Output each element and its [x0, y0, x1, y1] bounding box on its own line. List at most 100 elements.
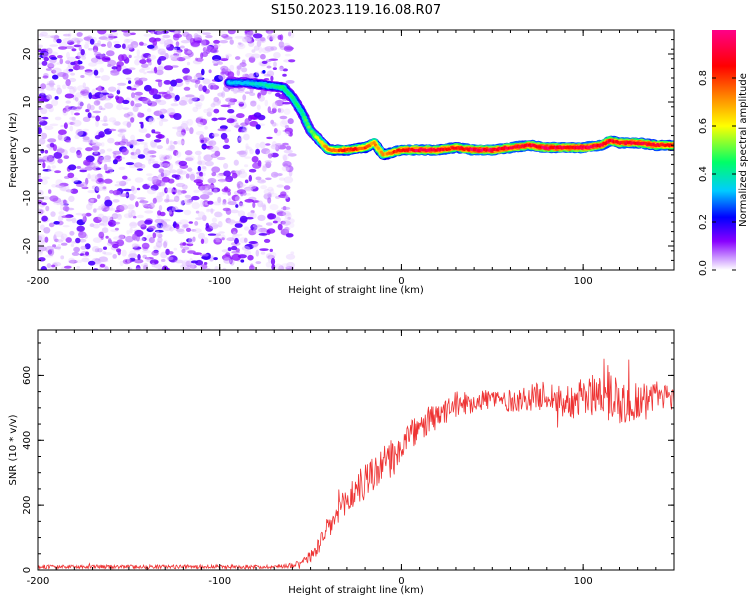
noise-blob — [101, 227, 109, 234]
noise-blob — [101, 219, 109, 226]
noise-blob — [143, 53, 151, 58]
noise-blob — [51, 87, 56, 91]
noise-blob — [62, 37, 72, 43]
noise-blob — [145, 115, 154, 122]
noise-blob — [282, 154, 289, 161]
noise-blob — [262, 70, 266, 74]
noise-blob — [123, 113, 131, 118]
noise-blob — [80, 75, 85, 78]
noise-blob — [91, 179, 97, 182]
noise-blob — [207, 200, 214, 205]
noise-blob — [199, 134, 205, 142]
noise-blob — [141, 237, 147, 242]
y-tick-label: 400 — [22, 431, 33, 450]
noise-blob — [131, 185, 135, 192]
noise-blob — [290, 251, 295, 255]
noise-blob — [103, 158, 112, 162]
noise-blob — [198, 160, 203, 165]
noise-blob — [93, 216, 102, 224]
noise-blob — [110, 70, 120, 76]
noise-blob — [148, 117, 156, 123]
ridge-point — [302, 115, 306, 119]
noise-blob — [75, 55, 81, 60]
noise-blob — [263, 73, 271, 77]
noise-blob — [76, 225, 85, 232]
noise-blob — [123, 38, 130, 44]
noise-blob — [126, 86, 132, 90]
noise-blob — [178, 170, 188, 175]
noise-blob — [151, 262, 155, 268]
noise-blob — [45, 103, 53, 109]
noise-blob — [213, 236, 221, 240]
noise-blob — [134, 259, 144, 264]
noise-blob — [206, 208, 210, 213]
noise-blob — [153, 110, 163, 117]
noise-blob — [211, 172, 217, 177]
noise-blob — [118, 166, 126, 171]
noise-blob — [173, 141, 178, 145]
noise-blob — [179, 131, 186, 138]
noise-blob — [109, 189, 114, 194]
noise-blob — [166, 44, 175, 51]
noise-blob — [75, 92, 83, 98]
noise-blob — [285, 253, 296, 260]
noise-blob — [148, 158, 155, 162]
noise-blob — [244, 179, 249, 184]
noise-blob — [252, 202, 256, 208]
noise-blob — [257, 92, 262, 99]
noise-blob — [265, 177, 272, 181]
noise-blob — [193, 33, 199, 39]
noise-blob — [188, 237, 194, 245]
spectrogram-x-ticks: -200 -100 0 100 — [27, 30, 675, 287]
noise-blob — [221, 249, 229, 253]
noise-blob — [258, 227, 268, 233]
noise-blob — [143, 33, 151, 37]
noise-blob — [268, 31, 272, 37]
noise-blob — [199, 171, 204, 177]
noise-blob — [274, 99, 285, 107]
noise-blob — [198, 115, 203, 119]
noise-blob — [284, 131, 291, 136]
noise-blob — [183, 223, 189, 228]
noise-blob — [225, 208, 232, 215]
noise-blob — [278, 265, 284, 270]
noise-blob — [185, 173, 190, 179]
noise-blob — [68, 164, 77, 171]
noise-blob — [85, 251, 89, 256]
y-tick-label: 20 — [22, 48, 33, 61]
noise-blob — [70, 61, 76, 66]
noise-blob — [273, 128, 278, 134]
noise-blob — [53, 234, 57, 242]
noise-blob — [65, 207, 69, 212]
noise-blob — [157, 99, 167, 106]
noise-blob — [201, 68, 205, 76]
noise-blob — [51, 165, 57, 169]
noise-blob — [188, 221, 193, 224]
noise-blob — [283, 108, 291, 115]
noise-blob — [70, 108, 74, 116]
noise-blob — [99, 67, 104, 73]
noise-blob — [80, 49, 85, 56]
noise-blob — [285, 145, 292, 151]
noise-blob — [71, 251, 80, 256]
noise-blob — [169, 86, 174, 92]
noise-blob — [58, 129, 67, 135]
noise-blob — [46, 263, 52, 269]
noise-blob — [266, 228, 276, 234]
noise-blob — [104, 38, 112, 41]
noise-blob — [285, 266, 295, 270]
noise-blob — [256, 104, 261, 111]
noise-blob — [194, 101, 203, 107]
noise-blob — [152, 39, 158, 46]
noise-blob — [171, 174, 178, 179]
noise-blob — [173, 247, 178, 251]
noise-blob — [200, 139, 204, 143]
noise-blob — [147, 183, 152, 186]
noise-blob — [220, 104, 231, 108]
noise-blob — [248, 146, 252, 152]
noise-blob — [111, 66, 118, 70]
noise-blob — [287, 118, 294, 125]
noise-blob — [169, 30, 176, 33]
noise-blob — [90, 198, 95, 202]
noise-blob — [183, 86, 191, 91]
